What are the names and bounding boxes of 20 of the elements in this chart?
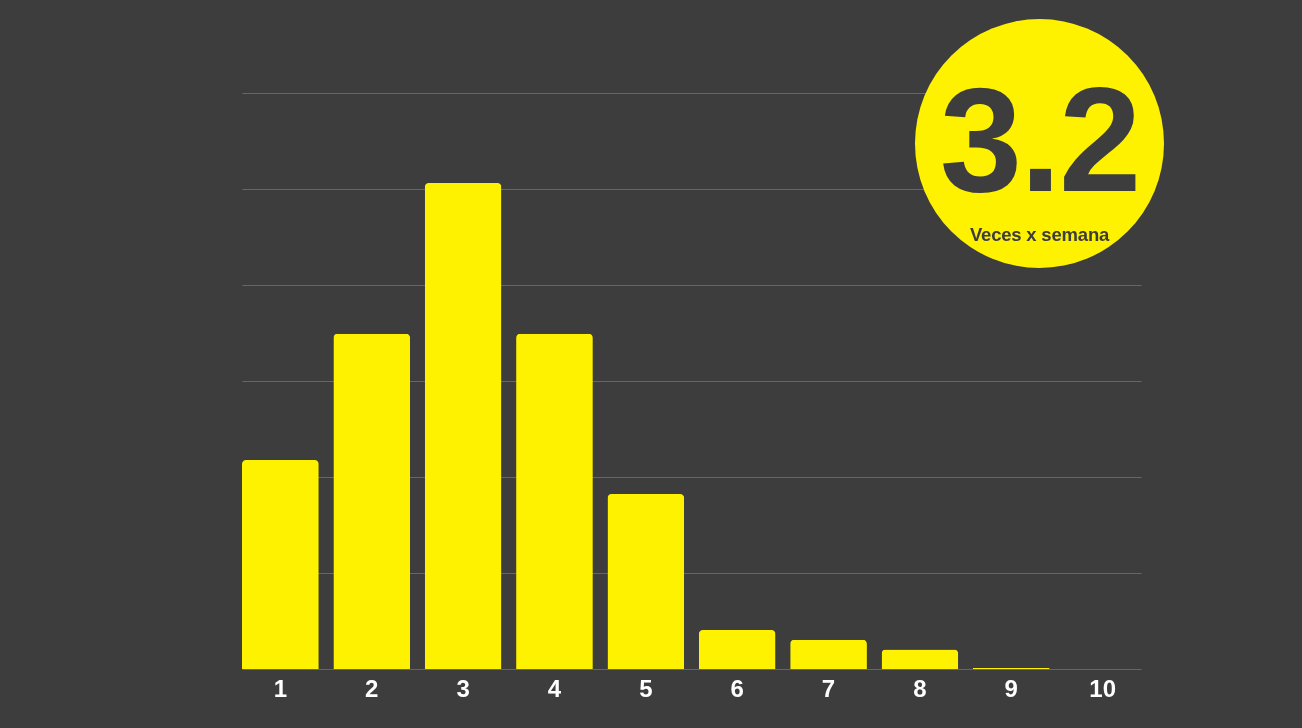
bar [790, 639, 867, 669]
x-tick-label: 10 [1089, 674, 1116, 702]
annotation: 3.2 [939, 57, 1140, 222]
x-tick-label: 7 [821, 674, 836, 702]
x-tick-label: 1 [273, 674, 288, 702]
x-tick-label: 3 [456, 674, 470, 702]
x-tick-label: 9 [1004, 674, 1018, 702]
x-tick-label: 8 [913, 674, 927, 702]
bar [333, 333, 411, 669]
x-tick-label: 6 [730, 674, 744, 702]
x-tick-label: 2 [365, 674, 379, 702]
x-tick-label: 4 [547, 674, 562, 702]
bar [607, 494, 685, 669]
bar [242, 460, 319, 669]
bar [516, 333, 593, 669]
bar [881, 649, 959, 669]
x-tick-label: 5 [639, 674, 653, 702]
annotation: Veces x semana [969, 224, 1110, 245]
bar [424, 183, 502, 669]
bar [698, 630, 776, 669]
